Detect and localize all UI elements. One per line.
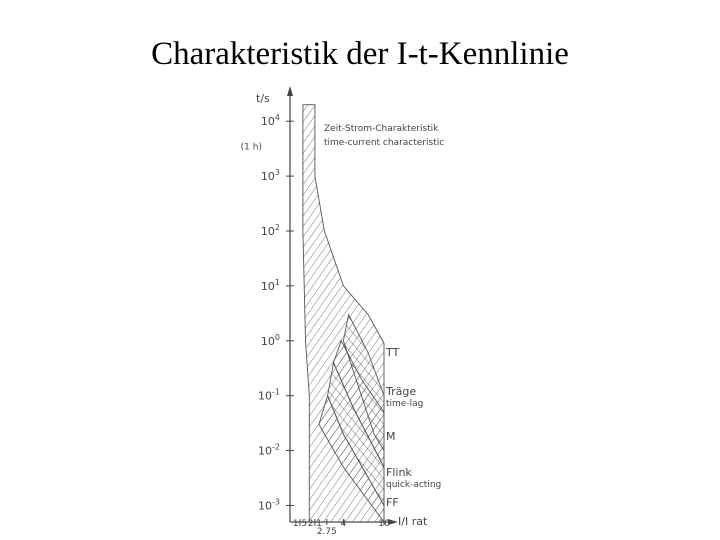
bands [302, 104, 385, 522]
y-axis-label: t/s [256, 92, 270, 105]
y-tick-label: 10-2 [258, 443, 280, 458]
series-label: quick-acting [386, 480, 441, 490]
series-label: FF [386, 496, 399, 509]
series-label: time-lag [386, 399, 423, 409]
slide-title: Charakteristik der I-t-Kennlinie [151, 36, 569, 72]
x-tick-label: 4 [341, 519, 347, 529]
y-tick-label: 102 [261, 223, 280, 238]
series-label: TT [385, 346, 400, 359]
series-label: Träge [385, 385, 416, 398]
x-axis-label: I/I rat [398, 515, 428, 528]
x-tick-label: 2.75 [317, 527, 337, 537]
band-annotation: time-current characteristic [324, 138, 444, 148]
band-ff [318, 394, 385, 522]
y-tick-label: 10-1 [258, 388, 280, 403]
series-label: M [386, 430, 396, 443]
y-axis-arrow [287, 86, 293, 96]
x-tick-label: 2.1 [308, 519, 322, 529]
x-tick-label: 10 [378, 519, 390, 529]
band-annotation: Zeit-Strom-Charakteristik [324, 124, 439, 134]
series-label: Flink [386, 466, 412, 479]
y-tick-label: 101 [261, 278, 280, 293]
x-tick-label: 1.5 [293, 519, 307, 529]
y-tick-label: 104 [261, 113, 280, 128]
y-tick-label: 100 [261, 333, 280, 348]
x-axis-arrow [388, 519, 398, 525]
y-extra-label: (1 h) [241, 143, 262, 153]
y-tick-label: 10-3 [258, 497, 280, 512]
y-tick-label: 103 [261, 168, 280, 183]
